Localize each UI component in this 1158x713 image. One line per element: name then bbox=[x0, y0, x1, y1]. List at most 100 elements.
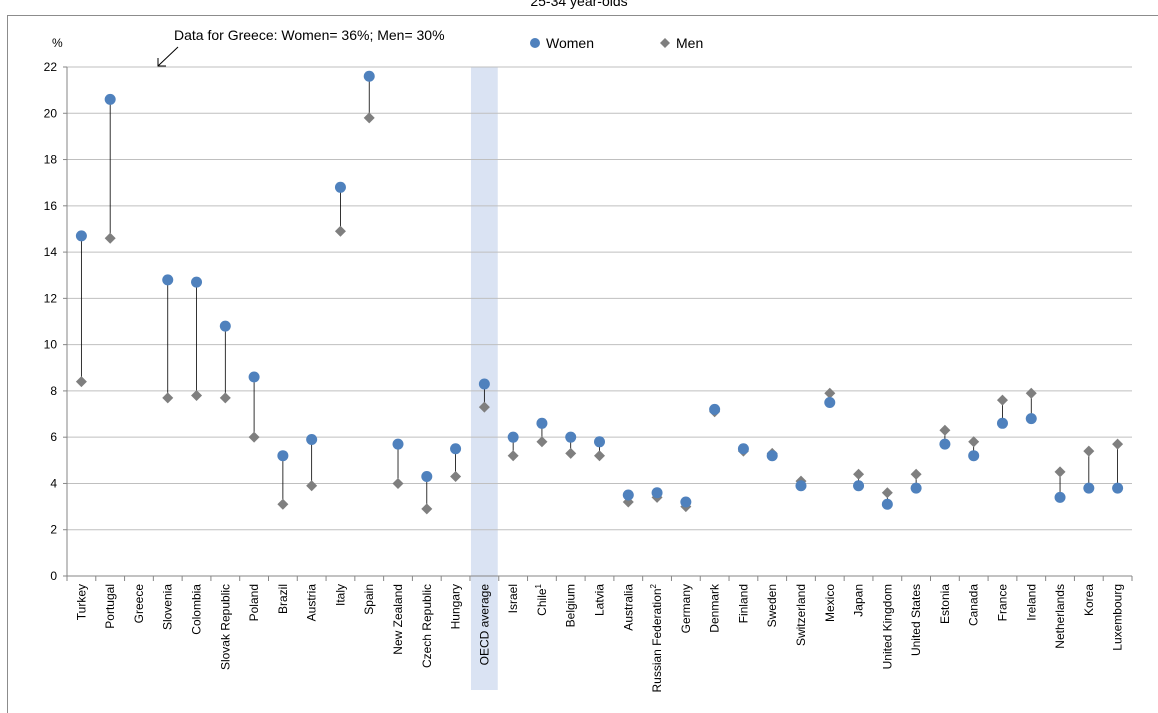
women-point-portugal bbox=[105, 94, 116, 105]
men-point-colombia bbox=[191, 390, 202, 401]
annotation-arrow bbox=[158, 47, 178, 66]
x-tick-label-greece: Greece bbox=[132, 584, 146, 624]
women-point-netherlands bbox=[1055, 492, 1066, 503]
y-tick-label-6: 6 bbox=[50, 430, 57, 444]
y-tick-label-12: 12 bbox=[44, 291, 58, 305]
men-point-poland bbox=[249, 432, 260, 443]
y-tick-label-0: 0 bbox=[50, 569, 57, 583]
women-point-united-kingdom bbox=[882, 499, 893, 510]
men-point-chile bbox=[536, 436, 547, 447]
men-point-ireland bbox=[1026, 388, 1037, 399]
y-tick-label-22: 22 bbox=[44, 60, 58, 74]
men-point-estonia bbox=[939, 425, 950, 436]
x-tick-label-switzerland: Switzerland bbox=[794, 584, 808, 646]
men-point-japan bbox=[853, 469, 864, 480]
women-point-slovenia bbox=[162, 274, 173, 285]
x-tick-label-spain: Spain bbox=[362, 584, 376, 615]
legend-women-label: Women bbox=[546, 35, 594, 51]
y-tick-label-16: 16 bbox=[44, 199, 58, 213]
women-point-chile bbox=[536, 418, 547, 429]
men-point-canada bbox=[968, 436, 979, 447]
women-point-slovak-republic bbox=[220, 321, 231, 332]
x-tick-label-brazil: Brazil bbox=[276, 584, 290, 614]
men-point-korea bbox=[1083, 446, 1094, 457]
men-point-latvia bbox=[594, 450, 605, 461]
x-tick-label-korea: Korea bbox=[1082, 584, 1096, 616]
men-point-czech-republic bbox=[421, 503, 432, 514]
x-tick-label-belgium: Belgium bbox=[564, 584, 578, 627]
men-point-hungary bbox=[450, 471, 461, 482]
men-point-slovak-republic bbox=[220, 392, 231, 403]
x-tick-label-mexico: Mexico bbox=[823, 584, 837, 622]
men-point-luxembourg bbox=[1112, 439, 1123, 450]
men-point-brazil bbox=[277, 499, 288, 510]
men-point-portugal bbox=[105, 233, 116, 244]
x-tick-label-canada: Canada bbox=[967, 584, 981, 626]
chart-title: 25-34 year-olds bbox=[530, 0, 627, 9]
x-tick-label-austria: Austria bbox=[305, 584, 319, 622]
women-point-germany bbox=[680, 496, 691, 507]
x-tick-label-slovenia: Slovenia bbox=[161, 584, 175, 630]
x-tick-label-australia: Australia bbox=[621, 584, 635, 631]
x-tick-label-netherlands: Netherlands bbox=[1053, 584, 1067, 649]
y-tick-label-10: 10 bbox=[44, 338, 58, 352]
x-tick-label-ireland: Ireland bbox=[1024, 584, 1038, 621]
women-point-italy bbox=[335, 182, 346, 193]
women-point-czech-republic bbox=[421, 471, 432, 482]
women-point-japan bbox=[853, 480, 864, 491]
men-point-united-kingdom bbox=[882, 487, 893, 498]
greece-annotation: Data for Greece: Women= 36%; Men= 30% bbox=[174, 27, 445, 43]
women-point-new-zealand bbox=[393, 439, 404, 450]
x-tick-label-denmark: Denmark bbox=[708, 583, 722, 633]
x-tick-label-france: France bbox=[995, 584, 1009, 622]
women-point-switzerland bbox=[795, 480, 806, 491]
x-tick-label-oecd-average: OECD average bbox=[477, 584, 491, 666]
y-tick-label-18: 18 bbox=[44, 153, 58, 167]
x-tick-label-latvia: Latvia bbox=[593, 584, 607, 616]
men-point-new-zealand bbox=[393, 478, 404, 489]
women-point-finland bbox=[738, 443, 749, 454]
women-point-hungary bbox=[450, 443, 461, 454]
legend-men-label: Men bbox=[676, 35, 703, 51]
women-point-luxembourg bbox=[1112, 483, 1123, 494]
men-point-austria bbox=[306, 480, 317, 491]
y-tick-label-14: 14 bbox=[44, 245, 58, 259]
x-tick-label-israel: Israel bbox=[506, 584, 520, 613]
women-point-estonia bbox=[939, 439, 950, 450]
women-point-canada bbox=[968, 450, 979, 461]
men-point-belgium bbox=[565, 448, 576, 459]
men-point-france bbox=[997, 395, 1008, 406]
women-point-korea bbox=[1083, 483, 1094, 494]
women-point-mexico bbox=[824, 397, 835, 408]
women-point-turkey bbox=[76, 230, 87, 241]
women-point-australia bbox=[623, 490, 634, 501]
x-tick-label-italy: Italy bbox=[333, 584, 347, 606]
women-point-oecd-average bbox=[479, 378, 490, 389]
x-tick-label-united-states: United States bbox=[909, 584, 923, 656]
x-tick-label-chile: Chile1 bbox=[534, 583, 549, 615]
x-tick-label-portugal: Portugal bbox=[103, 584, 117, 629]
men-point-spain bbox=[364, 112, 375, 123]
legend: Women Men bbox=[530, 35, 703, 51]
x-tick-label-colombia: Colombia bbox=[190, 584, 204, 635]
x-tick-label-poland: Poland bbox=[247, 584, 261, 621]
x-tick-label-new-zealand: New Zealand bbox=[391, 584, 405, 655]
x-tick-label-russian-federation: Russian Federation2 bbox=[649, 583, 664, 692]
women-point-belgium bbox=[565, 432, 576, 443]
women-point-sweden bbox=[767, 450, 778, 461]
y-tick-label-20: 20 bbox=[44, 106, 58, 120]
men-point-turkey bbox=[76, 376, 87, 387]
women-point-austria bbox=[306, 434, 317, 445]
x-tick-label-germany: Germany bbox=[679, 584, 693, 633]
women-point-spain bbox=[364, 71, 375, 82]
x-tick-label-hungary: Hungary bbox=[449, 584, 463, 629]
women-point-russian-federation bbox=[652, 487, 663, 498]
women-point-poland bbox=[249, 372, 260, 383]
y-tick-label-2: 2 bbox=[50, 523, 57, 537]
x-tick-label-united-kingdom: United Kingdom bbox=[880, 584, 894, 669]
x-tick-label-slovak-republic: Slovak Republic bbox=[218, 584, 232, 670]
men-point-israel bbox=[508, 450, 519, 461]
women-point-colombia bbox=[191, 277, 202, 288]
women-point-ireland bbox=[1026, 413, 1037, 424]
